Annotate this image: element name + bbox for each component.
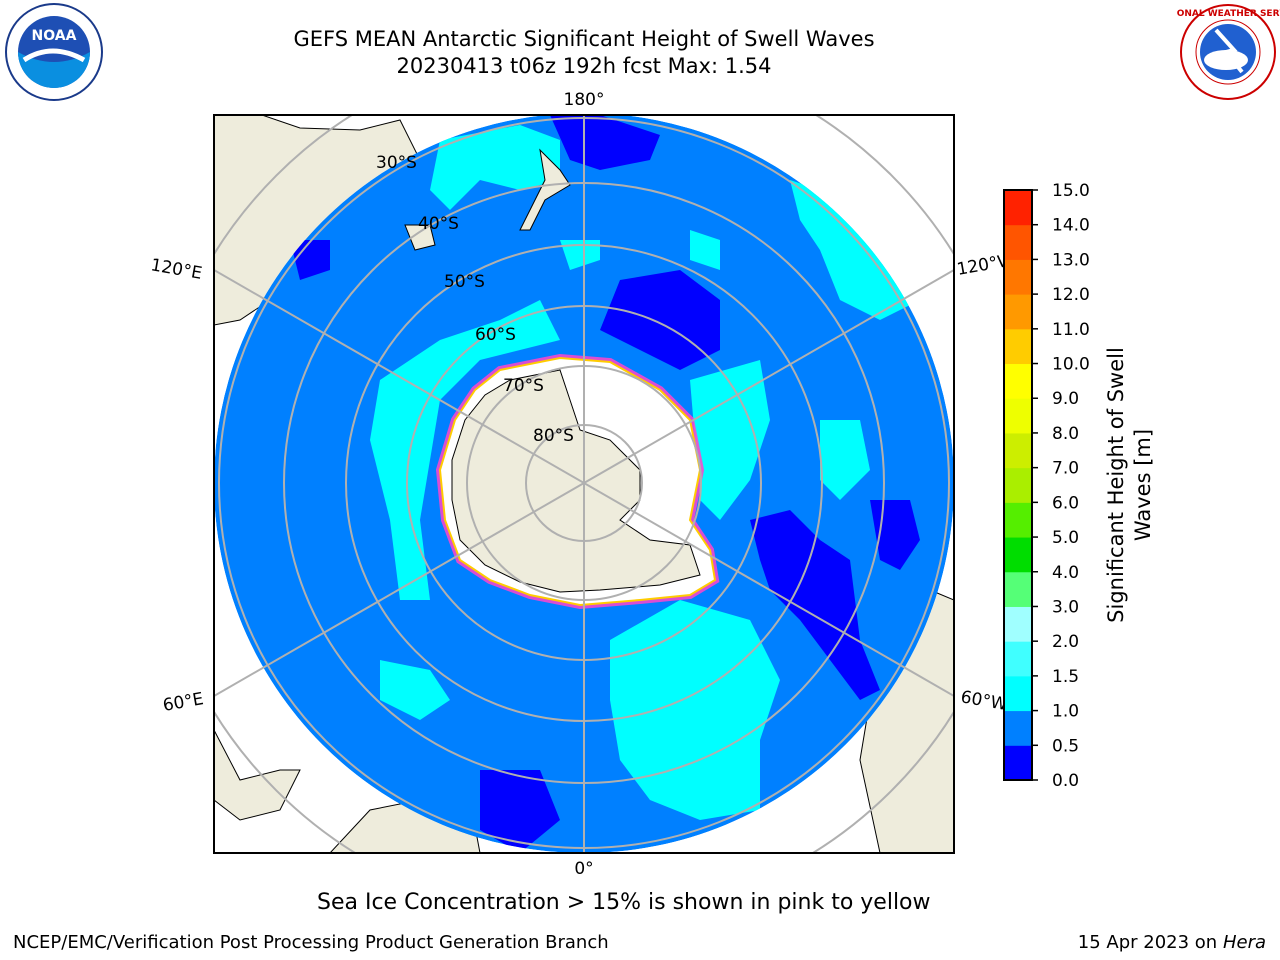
noaa-logo: NOAA	[5, 3, 103, 101]
colorbar-tick-label: 0.5	[1052, 736, 1079, 756]
colorbar-tick-label: 0.0	[1052, 771, 1079, 791]
map-frame	[213, 114, 955, 854]
colorbar-segment	[1004, 398, 1032, 434]
lat-label-50s: 50°S	[444, 272, 485, 292]
colorbar-tick-label: 1.0	[1052, 702, 1079, 722]
colorbar-segment	[1004, 641, 1032, 677]
lat-label-60s: 60°S	[475, 325, 516, 345]
colorbar-segment	[1004, 432, 1032, 469]
sea-ice-caption: Sea Ice Concentration > 15% is shown in …	[317, 890, 931, 915]
colorbar-tick-label: 13.0	[1052, 250, 1090, 270]
colorbar-tick-label: 12.0	[1052, 285, 1090, 305]
colorbar-segment	[1004, 294, 1032, 330]
colorbar-tick-label: 4.0	[1052, 563, 1079, 583]
colorbar-segment	[1004, 710, 1032, 746]
colorbar-tick-label: 11.0	[1052, 320, 1090, 340]
lon-label-180: 180°	[564, 90, 605, 110]
colorbar-tick-label: 15.0	[1052, 181, 1090, 201]
colorbar-segment	[1004, 190, 1032, 226]
colorbar-tick-label: 6.0	[1052, 493, 1079, 513]
colorbar-label-line1: Significant Height of Swell	[1104, 347, 1128, 623]
chart-title: GEFS MEAN Antarctic Significant Height o…	[293, 27, 875, 51]
colorbar-tick-label: 14.0	[1052, 216, 1090, 236]
lat-label-70s: 70°S	[503, 376, 544, 396]
tasmania	[404, 224, 436, 251]
colorbar-label-line2: Waves [m]	[1131, 429, 1155, 541]
chart-subtitle: 20230413 t06z 192h fcst Max: 1.54	[396, 54, 772, 78]
colorbar-segment	[1004, 224, 1032, 260]
colorbar-segment	[1004, 467, 1032, 503]
colorbar-tick-label: 8.0	[1052, 424, 1079, 444]
colorbar-segment	[1004, 502, 1032, 538]
colorbar-segment	[1004, 606, 1032, 642]
colorbar-segment	[1004, 537, 1032, 573]
lon-label-120e: 120°E	[149, 255, 203, 284]
lat-label-80s: 80°S	[533, 426, 574, 446]
graticule	[214, 115, 954, 853]
nws-logo-text: NATIONAL WEATHER SERVICE	[1176, 9, 1280, 19]
footer-machine: Hera	[1222, 932, 1266, 953]
nws-logo: NATIONAL WEATHER SERVICE	[1176, 4, 1280, 100]
colorbar-segment	[1004, 571, 1032, 607]
footer-date: 15 Apr 2023 on Hera	[1078, 932, 1266, 953]
colorbar-tick-label: 10.0	[1052, 355, 1090, 375]
colorbar-tick-label: 3.0	[1052, 597, 1079, 617]
lon-label-0: 0°	[574, 859, 593, 879]
colorbar: 0.0 0.5 1.0 1.5 2.0 3.0 4.0 5.0 6.0 7.0 8.0 9.0 10.0…	[1003, 181, 1090, 791]
lat-label-30s: 30°S	[376, 153, 417, 173]
lat-label-40s: 40°S	[418, 214, 459, 234]
lon-label-60e: 60°E	[161, 689, 205, 716]
colorbar-segment	[1004, 259, 1032, 295]
colorbar-segment	[1004, 363, 1032, 399]
noaa-logo-text: NOAA	[32, 28, 77, 44]
colorbar-tick-label: 2.0	[1052, 632, 1079, 652]
antarctica	[435, 353, 720, 610]
colorbar-segment	[1004, 328, 1032, 365]
colorbar-tick-label: 5.0	[1052, 528, 1079, 548]
colorbar-tick-label: 7.0	[1052, 459, 1079, 479]
footer-date-text: 15 Apr 2023 on	[1077, 932, 1223, 953]
colorbar-frame	[1003, 189, 1033, 781]
colorbar-tick-label: 1.5	[1052, 667, 1079, 687]
footer-credit: NCEP/EMC/Verification Post Processing Pr…	[13, 932, 609, 953]
lon-label-60w: 60°W	[959, 687, 1009, 715]
colorbar-tick-label: 9.0	[1052, 389, 1079, 409]
colorbar-segment	[1004, 745, 1032, 781]
map-panel: 30°S 40°S 50°S 60°S 70°S 80°S	[214, 115, 954, 853]
colorbar-segment	[1004, 675, 1032, 712]
